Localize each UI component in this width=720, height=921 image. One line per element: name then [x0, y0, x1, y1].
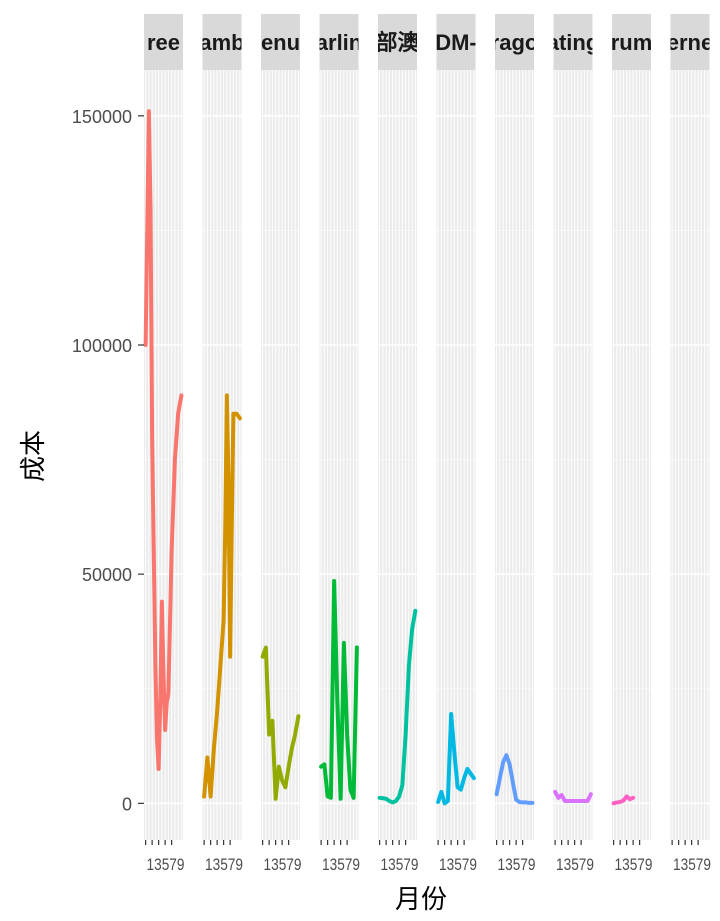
y-tick-label: 0 [122, 794, 132, 814]
facet-strip-label: erne [667, 30, 713, 55]
facet-strip-label: amb [199, 30, 244, 55]
facet-strip [612, 14, 651, 70]
series-line [260, 645, 301, 801]
x-tick-label: 13579 [381, 855, 419, 874]
facet-panel: ating 13579 [547, 14, 600, 874]
facet-panel: arlin 13579 [316, 14, 362, 874]
facet-strip-label: ating [547, 30, 600, 55]
facet-strip [670, 14, 710, 70]
facet-strip [261, 14, 300, 70]
panel-background [202, 70, 242, 840]
facet-strip-label: rum [611, 30, 653, 55]
y-tick-label: 150000 [72, 107, 132, 127]
y-tick-label: 100000 [72, 336, 132, 356]
facet-strip-label: enu [261, 30, 300, 55]
x-tick-label: 13579 [498, 855, 536, 874]
series-line [319, 579, 359, 801]
facet-panel: 部澳 13579 [375, 14, 420, 874]
series-line [611, 794, 636, 806]
facet-strip-label: rago [491, 30, 539, 55]
x-tick-label: 13579 [439, 855, 477, 874]
x-axis-title: 月份 [395, 885, 447, 915]
facet-strip-label: arlin [316, 30, 362, 55]
series-line [553, 789, 593, 804]
facet-strip [202, 14, 242, 70]
facet-strip-label: 部澳 [375, 30, 420, 55]
x-tick-label: 13579 [205, 855, 243, 874]
x-tick-label: 13579 [147, 855, 185, 874]
y-tick-label: 50000 [82, 565, 132, 585]
x-tick-label: 13579 [322, 855, 360, 874]
panel-background [436, 70, 476, 840]
x-tick-label: 13579 [264, 855, 302, 874]
y-axis-title: 成本 [19, 430, 49, 482]
panel-background [612, 70, 651, 840]
series-line [436, 711, 476, 806]
panel-background [495, 70, 534, 840]
facet-strip-label: ree [147, 30, 180, 55]
series-line [494, 753, 535, 805]
y-axis: 0 50000 100000 150000 [72, 107, 144, 814]
facet-panel: enu 13579 [260, 14, 302, 874]
facet-strip [436, 14, 476, 70]
x-tick-label: 13579 [673, 855, 711, 874]
series-line [202, 393, 242, 799]
series-line [377, 608, 418, 805]
facet-panel: rum 13579 [611, 14, 653, 874]
x-tick-label: 13579 [556, 855, 594, 874]
facet-strip [319, 14, 359, 70]
facet-panel: rago 13579 [491, 14, 539, 874]
series-line [143, 109, 184, 771]
facet-strip [144, 14, 183, 70]
panel-background [378, 70, 417, 840]
facet-strip [553, 14, 593, 70]
facet-panel: erne 13579 [667, 14, 713, 874]
facet-panel: DM- 13579 [435, 14, 477, 874]
facet-strip [495, 14, 534, 70]
panel-background [670, 70, 710, 840]
facet-panel: amb 13579 [199, 14, 244, 874]
panel-background [553, 70, 593, 840]
x-tick-label: 13579 [615, 855, 653, 874]
panels-layer: ree 13579 amb 13579 enu 13579 arlin 13579 部澳 1357… [143, 14, 713, 874]
facet-strip-label: DM- [435, 30, 477, 55]
facet-strip [378, 14, 417, 70]
facet-panel: ree 13579 [143, 14, 185, 874]
